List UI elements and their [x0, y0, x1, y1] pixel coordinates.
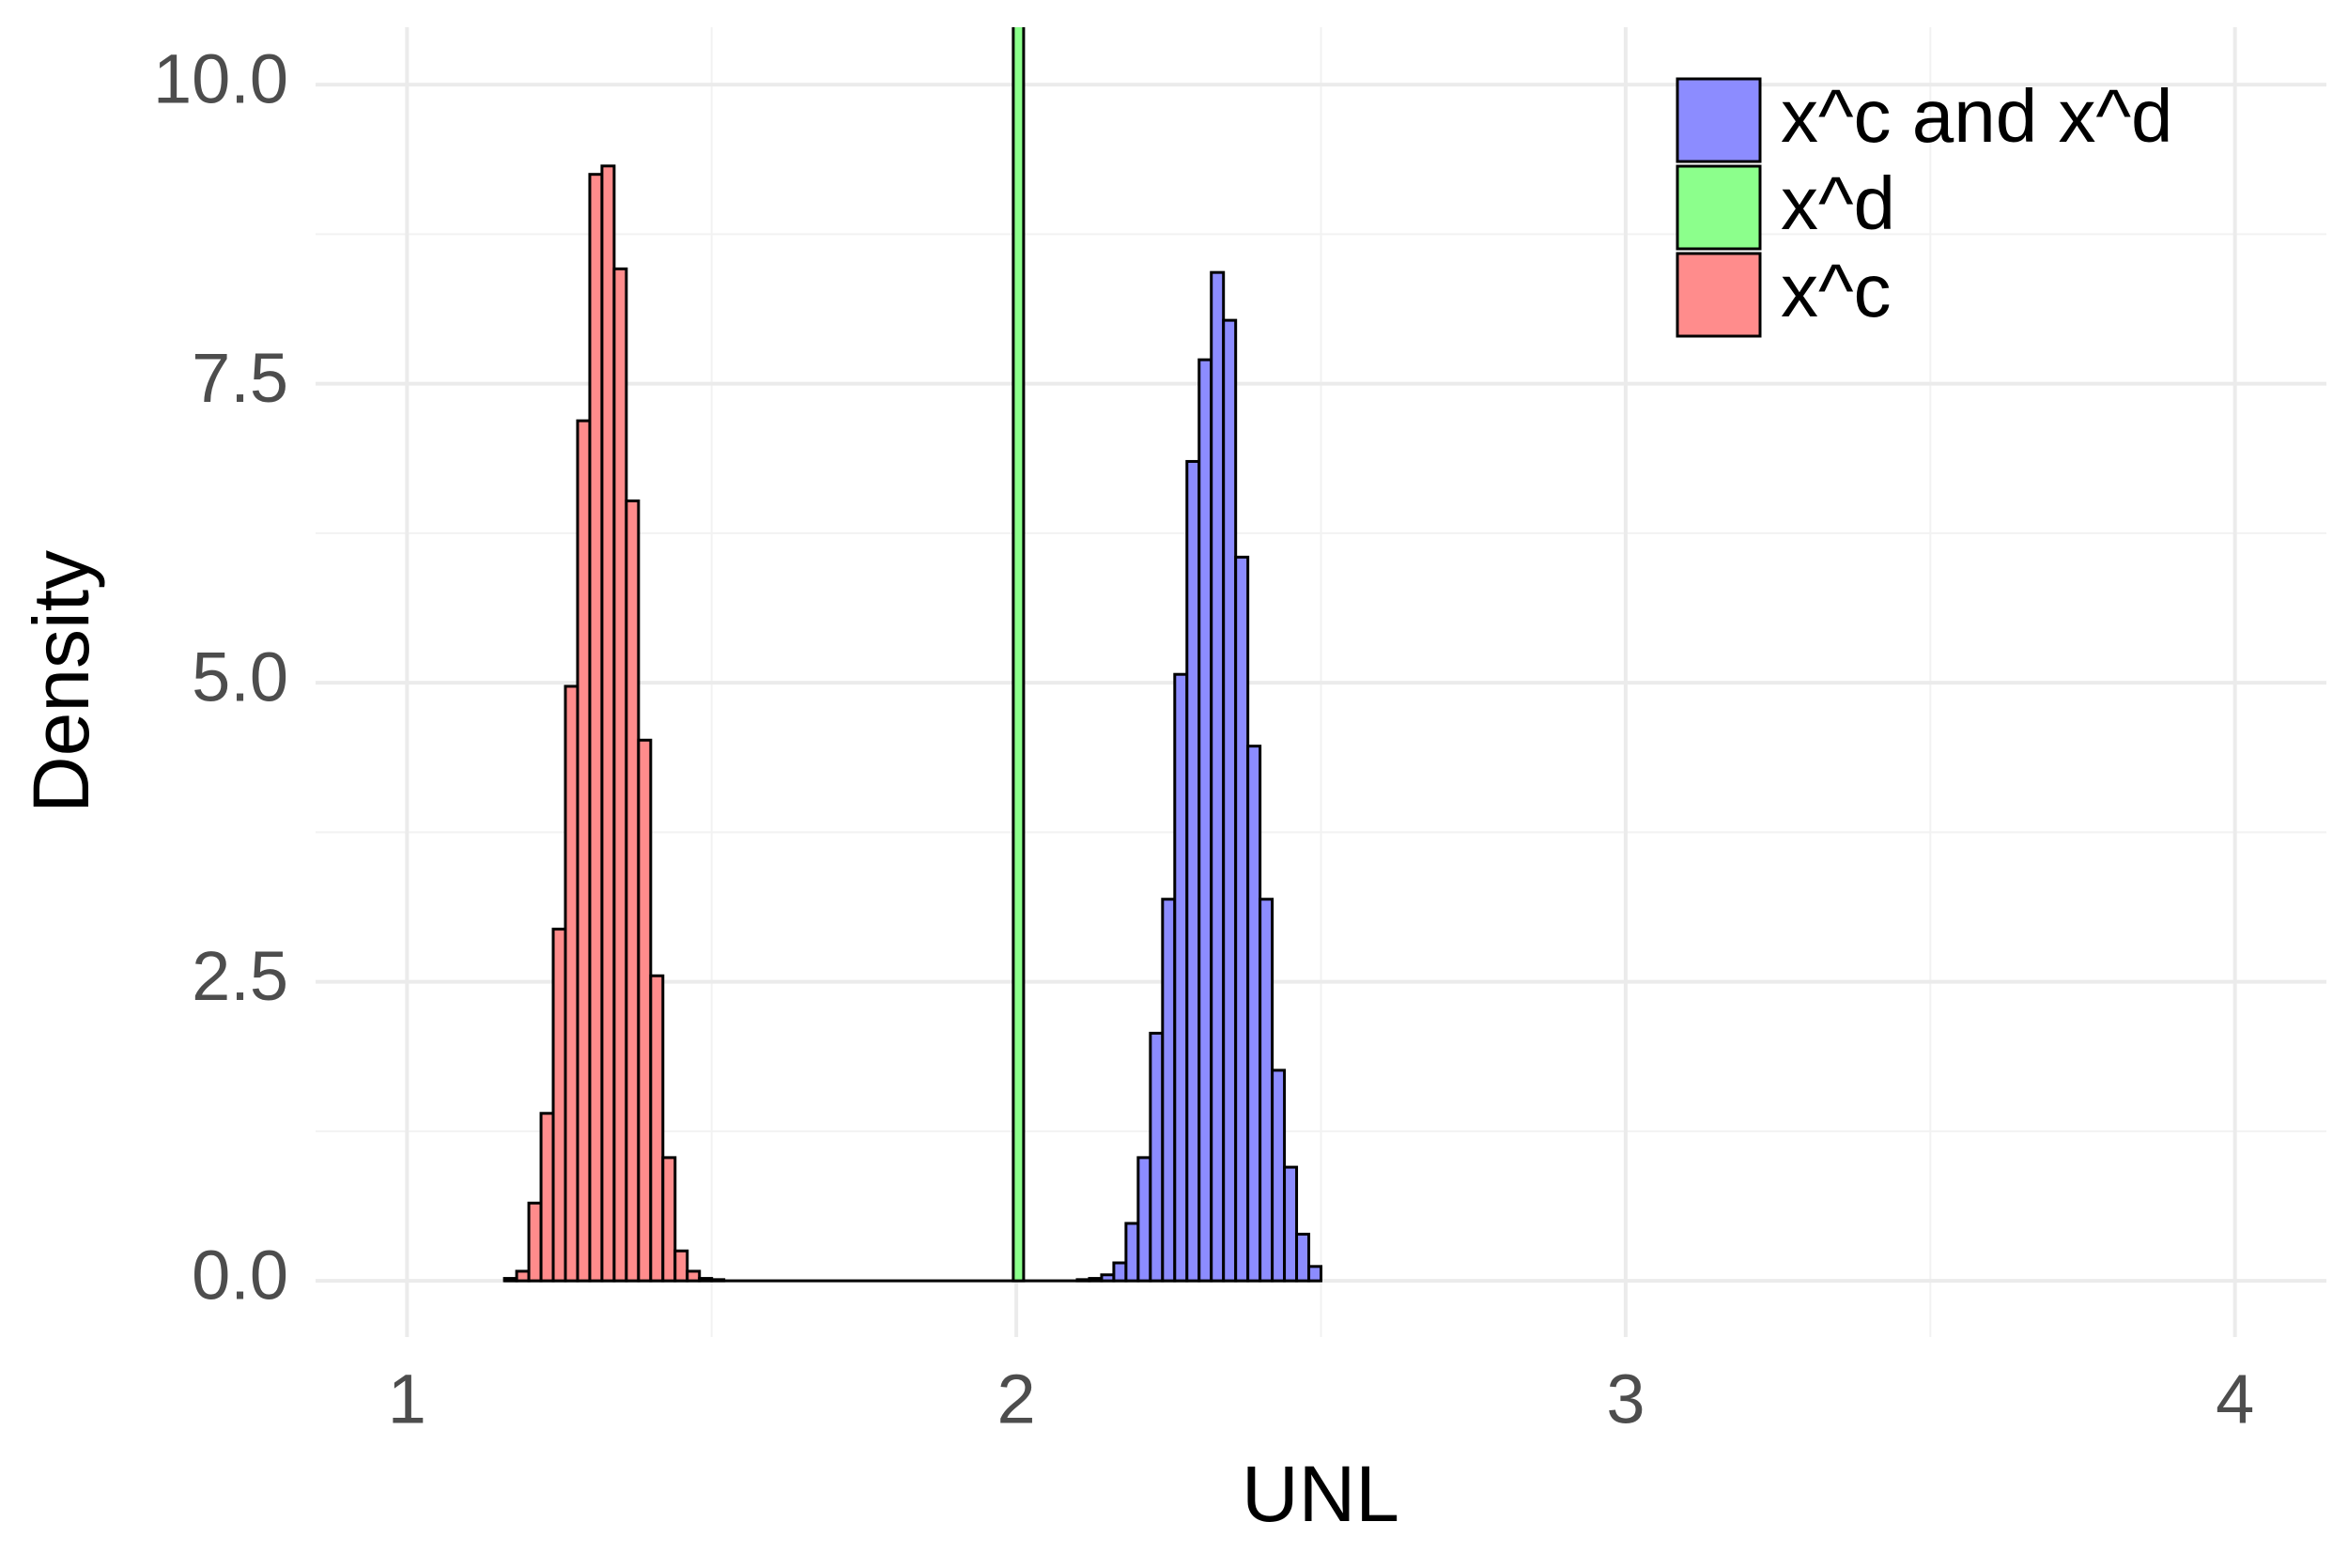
histogram-bar [1283, 1165, 1299, 1283]
histogram-bar [710, 1278, 726, 1283]
histogram-bar [1210, 270, 1226, 1283]
histogram-bar [698, 1277, 714, 1283]
x-tick-label: 2 [997, 1360, 1036, 1438]
histogram-bar [564, 684, 579, 1283]
histogram-bar [539, 1112, 555, 1283]
y-axis-title: Density [17, 550, 105, 813]
axes: 1 2 3 4 0.0 2.5 5.0 7.5 10.0 [153, 40, 2254, 1438]
histogram-bar [502, 1277, 518, 1283]
x-tick-label: 3 [1606, 1360, 1645, 1438]
histogram-bar [588, 173, 604, 1283]
histogram-bar [576, 419, 592, 1283]
x-tick-label: 4 [2216, 1360, 2254, 1438]
histogram-bar [1112, 1261, 1128, 1283]
histogram-bar [600, 164, 616, 1283]
histogram-bar [612, 267, 628, 1283]
histogram-bar [673, 1249, 689, 1283]
histogram-bar [1075, 1278, 1091, 1283]
histogram-bar [1246, 745, 1262, 1283]
y-tick-label: 2.5 [192, 937, 288, 1015]
histogram-bar [527, 1201, 543, 1283]
histogram-bar [1307, 1265, 1323, 1283]
histogram-bar [1197, 358, 1213, 1283]
histogram-bar [1295, 1232, 1311, 1283]
x-axis-title: UNL [1242, 1450, 1399, 1538]
histogram-bar [686, 1269, 702, 1283]
histogram-bar [1271, 1068, 1287, 1283]
histogram-bar [551, 928, 567, 1283]
histogram-bar [649, 974, 665, 1283]
bars [502, 27, 1323, 1283]
legend-label: x^d [1781, 161, 1895, 245]
histogram-bar [1149, 1031, 1165, 1283]
x-tick-label: 1 [388, 1360, 426, 1438]
legend-label: x^c [1781, 249, 1892, 332]
legend-swatch [1676, 252, 1762, 338]
histogram-bar [1136, 1156, 1152, 1283]
histogram-bar [1185, 459, 1201, 1283]
y-tick-label: 7.5 [192, 339, 288, 417]
histogram-bar [1100, 1273, 1116, 1283]
histogram-bar [661, 1156, 677, 1283]
histogram-bar [1124, 1222, 1140, 1283]
legend-swatch [1676, 164, 1762, 251]
histogram-bar [1012, 27, 1026, 1283]
histogram-bar [637, 738, 653, 1283]
legend-swatch [1676, 77, 1762, 163]
histogram-bar [625, 499, 641, 1283]
histogram-bar [1173, 672, 1189, 1283]
legend: x^c and x^dx^dx^c [1676, 74, 2173, 338]
histogram-bar [1259, 898, 1274, 1283]
legend-label: x^c and x^d [1781, 74, 2173, 158]
y-tick-label: 5.0 [192, 638, 288, 716]
histogram-bar [1088, 1277, 1104, 1283]
histogram-bar [515, 1269, 531, 1283]
y-tick-label: 10.0 [153, 40, 288, 118]
histogram-bar [1161, 898, 1177, 1283]
histogram-bar [1222, 318, 1238, 1283]
histogram-bar [1234, 555, 1250, 1283]
y-tick-label: 0.0 [192, 1237, 288, 1314]
